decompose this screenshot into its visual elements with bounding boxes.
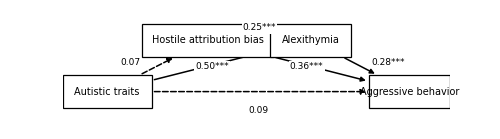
- Text: 0.09: 0.09: [248, 106, 268, 115]
- Text: 0.50***: 0.50***: [195, 62, 228, 71]
- Text: Aggressive behavior: Aggressive behavior: [360, 87, 459, 97]
- FancyBboxPatch shape: [142, 24, 274, 57]
- FancyBboxPatch shape: [62, 75, 152, 108]
- Text: Autistic traits: Autistic traits: [74, 87, 140, 97]
- Text: 0.07: 0.07: [120, 58, 141, 67]
- FancyBboxPatch shape: [270, 24, 351, 57]
- Text: 0.25***: 0.25***: [242, 23, 276, 32]
- Text: Alexithymia: Alexithymia: [282, 35, 340, 45]
- FancyBboxPatch shape: [368, 75, 450, 108]
- Text: 0.36***: 0.36***: [290, 62, 324, 71]
- Text: Hostile attribution bias: Hostile attribution bias: [152, 35, 264, 45]
- Text: 0.28***: 0.28***: [371, 58, 405, 67]
